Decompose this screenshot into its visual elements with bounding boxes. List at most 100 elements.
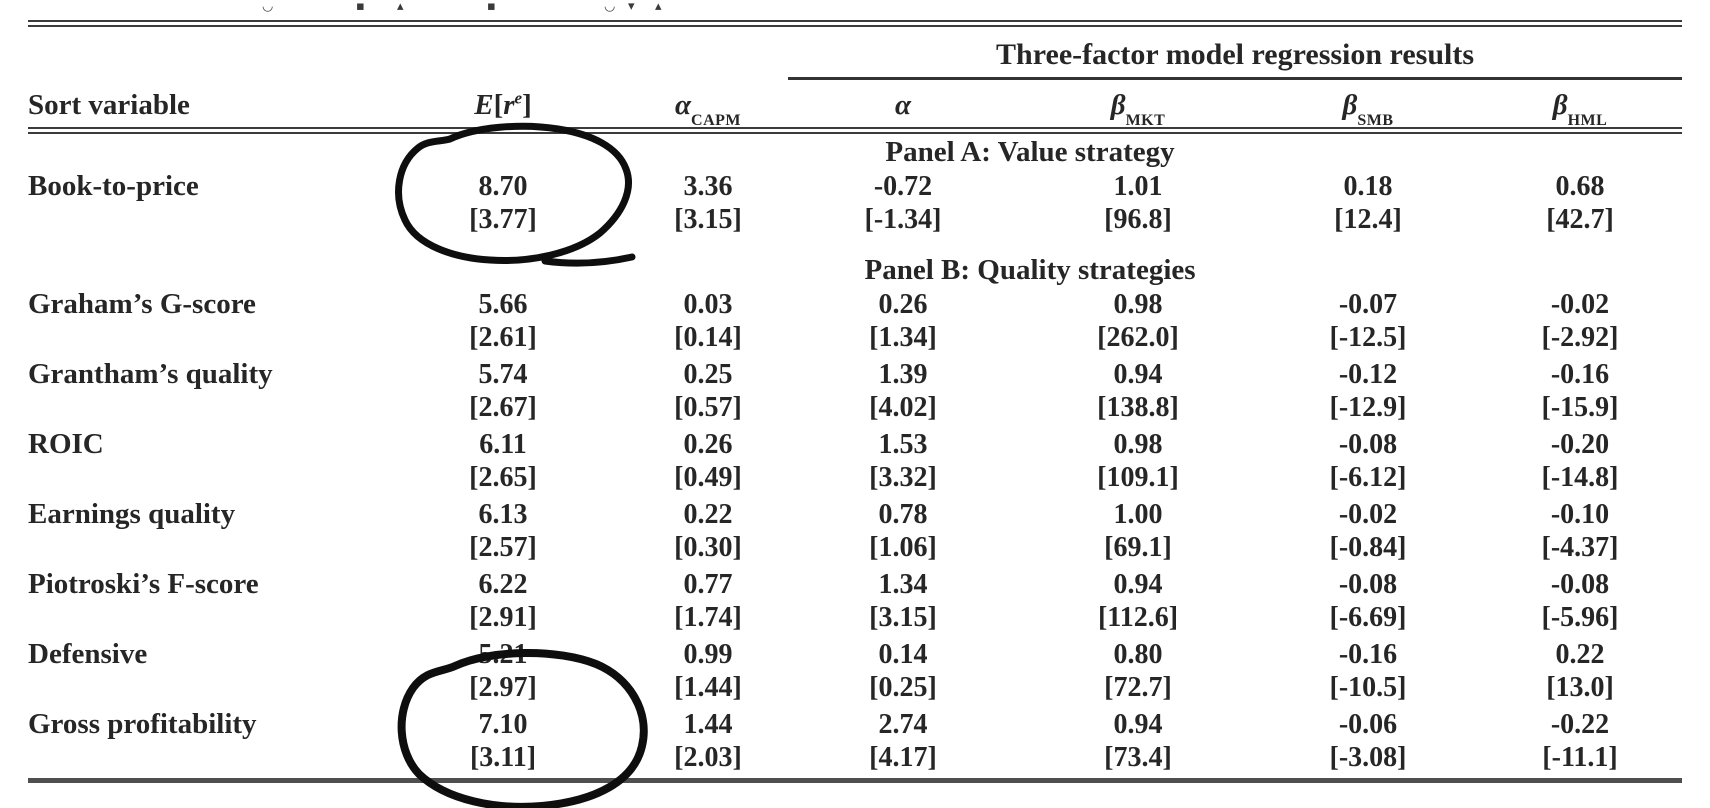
column-header-alpha: α	[788, 78, 1018, 134]
column-header-expected-excess-return: E[re]	[378, 78, 628, 134]
tstat-cell: [2.97]	[469, 672, 537, 703]
table-row-tstats: [2.61] [0.14] [1.34] [262.0] [-12.5] [-2.92]	[28, 321, 1682, 358]
tstat-label-spacer	[28, 461, 378, 498]
value-cell: 0.18	[1343, 171, 1393, 202]
tstat-cell: [13.0]	[1546, 672, 1614, 703]
table-row-values: Defensive 5.21 0.99 0.14 0.80 -0.16 0.22	[28, 638, 1682, 671]
tstat-cell: [-6.12]	[1329, 462, 1407, 493]
value-cell: 6.13	[478, 499, 528, 530]
value-cell: 6.11	[479, 429, 527, 460]
value-cell: 0.26	[683, 429, 733, 460]
tstat-cell: [69.1]	[1104, 532, 1172, 563]
tstat-cell: [2.61]	[469, 322, 537, 353]
value-cell: 0.22	[683, 499, 733, 530]
header-symbol-part: [	[493, 89, 504, 121]
value-cell: 0.26	[878, 289, 928, 320]
tstat-cell: [-5.96]	[1541, 602, 1619, 633]
row-label: Grantham’s quality	[28, 358, 273, 390]
value-cell: -0.08	[1338, 569, 1398, 600]
value-cell: -0.07	[1338, 289, 1398, 320]
table-row-tstats: [2.67] [0.57] [4.02] [138.8] [-12.9] [-15.9]	[28, 391, 1682, 428]
row-label: ROIC	[28, 428, 104, 460]
value-cell: 0.80	[1113, 639, 1163, 670]
value-cell: 5.21	[478, 639, 528, 670]
panel-title: Panel B: Quality strategies	[864, 253, 1196, 286]
tstat-cell: [-11.1]	[1478, 741, 1683, 783]
panel-title-spacer	[28, 240, 378, 288]
table-row-values: Graham’s G-score 5.66 0.03 0.26 0.98 -0.07 -0.…	[28, 288, 1682, 321]
tstat-cell: [73.4]	[1018, 741, 1258, 783]
tstat-cell: [2.91]	[469, 602, 537, 633]
value-cell: 0.68	[1555, 171, 1605, 202]
tstat-cell: [2.03]	[628, 741, 788, 783]
panel-title-row: Panel B: Quality strategies	[28, 240, 1682, 288]
tstat-cell: [2.67]	[469, 392, 537, 423]
column-header-beta-hml: βHML	[1478, 78, 1683, 134]
value-cell: 7.10	[478, 709, 528, 740]
clipped-glyph-artifact: ▾	[628, 0, 635, 14]
row-label: Defensive	[28, 638, 148, 670]
value-cell: -0.08	[1338, 429, 1398, 460]
table-row-values: Grantham’s quality 5.74 0.25 1.39 0.94 -0.12 -…	[28, 358, 1682, 391]
tstat-cell: [109.1]	[1097, 462, 1179, 493]
column-header-beta-mkt: βMKT	[1018, 78, 1258, 134]
clipped-glyph-artifact: ◡	[262, 0, 274, 14]
value-cell: -0.16	[1550, 359, 1610, 390]
value-cell: 0.99	[683, 639, 733, 670]
tstat-label-spacer	[28, 391, 378, 428]
tstat-cell: [0.14]	[674, 322, 742, 353]
regression-results-table: Three-factor model regression results So…	[28, 27, 1683, 783]
value-cell: 0.03	[683, 289, 733, 320]
tstat-cell: [262.0]	[1097, 322, 1179, 353]
value-cell: 0.78	[878, 499, 928, 530]
value-cell: 0.98	[1113, 289, 1163, 320]
column-header-sort-variable: Sort variable	[28, 78, 378, 134]
tstat-cell: [-12.5]	[1329, 322, 1407, 353]
tstat-cell: [0.30]	[674, 532, 742, 563]
value-cell: -0.20	[1550, 429, 1610, 460]
tstat-cell: [3.77]	[469, 204, 537, 235]
spanner-header-row: Three-factor model regression results	[28, 27, 1683, 80]
value-cell: 1.44	[683, 709, 733, 740]
header-symbol-part: ]	[522, 89, 532, 121]
clipped-glyph-artifact: ◡	[604, 0, 616, 14]
panel-title-row: Panel A: Value strategy	[28, 131, 1682, 171]
row-label: Gross profitability	[28, 708, 257, 740]
tstat-cell: [42.7]	[1546, 204, 1614, 235]
header-symbol-part: SMB	[1357, 111, 1394, 129]
table-row-values: Book-to-price 8.70 3.36 -0.72 1.01 0.18 0.68	[28, 170, 1682, 203]
tstat-cell: [-10.5]	[1329, 672, 1407, 703]
tstat-label-spacer	[28, 601, 378, 638]
row-label: Earnings quality	[28, 498, 236, 530]
table-row-tstats: [2.97] [1.44] [0.25] [72.7] [-10.5] [13.0]	[28, 671, 1682, 708]
row-label: Piotroski’s F-score	[28, 568, 259, 600]
spanner-header: Three-factor model regression results	[788, 27, 1683, 80]
header-symbol-part: E	[474, 89, 494, 121]
tstat-cell: [138.8]	[1097, 392, 1179, 423]
value-cell: 0.98	[1113, 429, 1163, 460]
tstat-cell: [-15.9]	[1541, 392, 1619, 423]
spanner-spacer-cell	[28, 27, 788, 79]
table-row-values: ROIC 6.11 0.26 1.53 0.98 -0.08 -0.20	[28, 428, 1682, 461]
tstat-cell: [-12.9]	[1329, 392, 1407, 423]
tstat-cell: [1.44]	[674, 672, 742, 703]
tstat-cell: [-14.8]	[1541, 462, 1619, 493]
value-cell: 0.22	[1555, 639, 1605, 670]
value-cell: -0.06	[1338, 709, 1398, 740]
tstat-cell: [3.11]	[378, 741, 628, 783]
value-cell: -0.02	[1550, 289, 1610, 320]
tstat-cell: [12.4]	[1334, 204, 1402, 235]
clipped-glyph-artifact: ▴	[655, 0, 662, 14]
tstat-cell: [3.15]	[869, 602, 937, 633]
table-row-tstats: [2.91] [1.74] [3.15] [112.6] [-6.69] [-5.96]	[28, 601, 1682, 638]
value-cell: 1.34	[878, 569, 928, 600]
header-symbol-part: β	[1342, 89, 1358, 121]
value-cell: -0.08	[1550, 569, 1610, 600]
table-row-tstats: [3.11] [2.03] [4.17] [73.4] [-3.08] [-11.1]	[28, 741, 1683, 783]
clipped-glyph-artifact: ▪	[356, 0, 365, 14]
column-header-row: Sort variable E[re] αCAPM α βMKT βSMB βHML	[28, 78, 1683, 134]
tstat-cell: [1.34]	[869, 322, 937, 353]
value-cell: 6.22	[478, 569, 528, 600]
table-row-tstats: [2.65] [0.49] [3.32] [109.1] [-6.12] [-14.8]	[28, 461, 1682, 498]
tstat-label-spacer	[28, 321, 378, 358]
